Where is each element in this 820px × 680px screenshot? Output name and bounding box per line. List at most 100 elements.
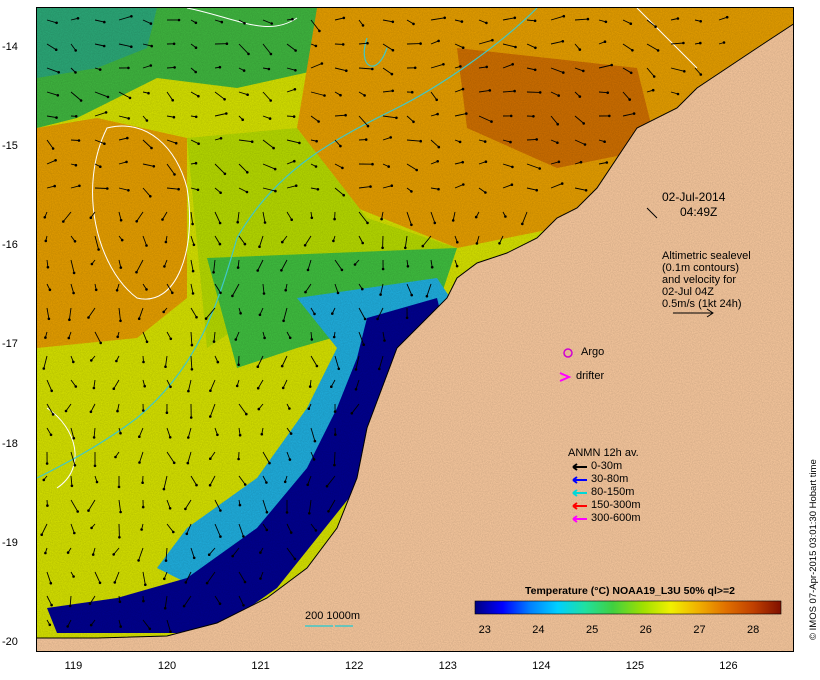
velocity-arrowhead [242, 535, 245, 538]
velocity-arrow [214, 163, 226, 175]
velocity-arrowhead [451, 219, 455, 222]
velocity-arrow [382, 136, 391, 141]
velocity-arrowhead [103, 20, 106, 24]
velocity-arrowhead [47, 317, 51, 321]
altimetry-line: Altimetric sealevel [662, 250, 751, 262]
velocity-arrow [305, 283, 312, 293]
velocity-arrowhead [323, 94, 326, 97]
velocity-arrow [166, 499, 171, 509]
velocity-arrowhead [699, 73, 703, 76]
velocity-arrowhead [331, 312, 334, 315]
velocity-arrowhead [268, 461, 271, 465]
velocity-arrow [238, 475, 246, 485]
velocity-arrow [286, 547, 296, 560]
velocity-arrow [286, 88, 296, 93]
velocity-arrowhead [256, 365, 260, 369]
velocity-arrow [70, 451, 76, 466]
velocity-arrowhead [310, 338, 314, 341]
velocity-arrow [94, 187, 108, 189]
velocity-arrowhead [412, 120, 415, 124]
velocity-arrowhead [243, 483, 247, 486]
colorbar-tick-label: 28 [747, 624, 760, 636]
velocity-arrow [213, 331, 216, 342]
velocity-arrowhead [465, 112, 468, 115]
velocity-arrowhead [54, 48, 58, 51]
velocity-arrowhead [87, 316, 90, 319]
velocity-arrowhead [556, 122, 559, 126]
velocity-arrow [142, 235, 147, 246]
velocity-arrow [41, 523, 48, 535]
velocity-arrow [214, 283, 221, 294]
velocity-arrow [334, 259, 343, 271]
velocity-arrowhead [142, 409, 145, 412]
velocity-arrowhead [484, 191, 487, 194]
velocity-arrowhead [209, 457, 212, 461]
velocity-arrowhead [256, 269, 259, 272]
velocity-arrow [377, 307, 384, 320]
velocity-arrow [382, 43, 394, 51]
velocity-arrowhead [258, 245, 261, 248]
velocity-arrowhead [220, 20, 224, 24]
sst-map[interactable] [36, 7, 794, 652]
velocity-arrowhead [119, 625, 122, 628]
velocity-arrowhead [293, 88, 297, 91]
velocity-arrowhead [562, 14, 566, 18]
velocity-arrow [46, 43, 57, 51]
colorbar-tick-label: 27 [693, 624, 706, 636]
velocity-arrowhead [242, 69, 246, 72]
velocity-arrowhead [510, 183, 514, 186]
velocity-arrowhead [44, 551, 47, 555]
velocity-arrowhead [78, 184, 81, 188]
velocity-arrow [304, 235, 312, 246]
velocity-arrowhead [192, 243, 196, 247]
velocity-arrowhead [419, 139, 423, 143]
velocity-arrowhead [212, 340, 216, 343]
velocity-arrowhead [237, 457, 240, 461]
velocity-arrow [90, 403, 96, 413]
x-tick-label: 120 [157, 660, 177, 672]
velocity-arrowhead [46, 265, 50, 269]
velocity-arrow [622, 113, 635, 117]
velocity-arrowhead [46, 504, 49, 507]
velocity-arrowhead [405, 316, 409, 320]
velocity-arrow [334, 283, 339, 294]
velocity-arrow [70, 523, 75, 534]
velocity-arrow [259, 235, 264, 247]
velocity-arrowhead [632, 112, 636, 115]
velocity-arrow [206, 571, 216, 584]
velocity-arrowhead [538, 91, 542, 94]
velocity-arrowhead [289, 531, 293, 534]
velocity-arrow [406, 211, 412, 225]
velocity-arrow [88, 307, 96, 318]
sst-map-canvas [37, 8, 793, 651]
velocity-arrowhead [172, 42, 176, 46]
velocity-arrowhead [366, 221, 369, 225]
velocity-arrowhead [582, 69, 585, 73]
velocity-arrow [622, 67, 632, 74]
velocity-arrowhead [89, 410, 93, 414]
velocity-arrow [310, 91, 325, 96]
velocity-arrow [94, 111, 107, 117]
velocity-arrow [262, 91, 272, 101]
velocity-arrow [286, 160, 295, 165]
velocity-arrowhead [257, 407, 261, 411]
depth-legend-label: 200 1000m [305, 610, 361, 622]
velocity-arrowhead [273, 167, 277, 171]
velocity-arrow [646, 43, 659, 51]
velocity-arrowhead [654, 25, 657, 29]
velocity-arrow [262, 499, 268, 513]
velocity-arrowhead [435, 98, 439, 102]
velocity-arrow [358, 186, 371, 189]
velocity-arrow [166, 91, 174, 101]
velocity-arrowhead [243, 22, 246, 25]
velocity-arrowhead [333, 463, 336, 467]
velocity-arrowhead [150, 146, 153, 150]
velocity-arrowhead [578, 95, 582, 98]
velocity-arrow [310, 19, 320, 32]
velocity-arrow [166, 523, 174, 533]
velocity-arrowhead [314, 44, 318, 48]
velocity-arrowhead [48, 288, 52, 292]
velocity-arrowhead [50, 389, 53, 393]
velocity-arrow [139, 451, 144, 463]
velocity-arrowhead [128, 96, 132, 100]
